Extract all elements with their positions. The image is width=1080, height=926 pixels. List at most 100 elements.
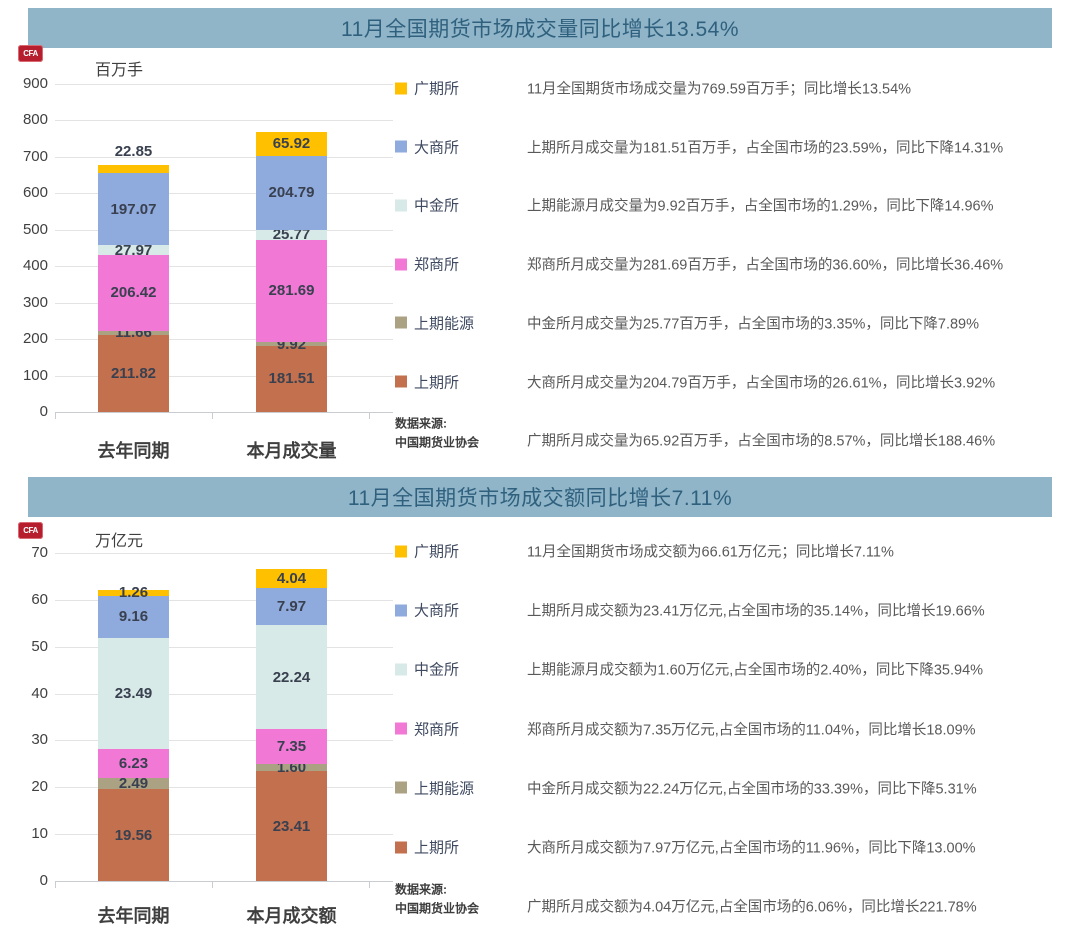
legend-item-上期能源: 上期能源 xyxy=(395,777,527,798)
y-tick-label: 30 xyxy=(31,731,48,749)
data-source-note: 数据来源: 中国期货业协会 xyxy=(395,881,527,918)
narrative-text: 中金所月成交量为25.77百万手，占全国市场的3.35%，同比下降7.89% xyxy=(527,316,980,333)
gridline xyxy=(55,120,393,122)
info-row: 中金所 上期能源月成交量为9.92百万手，占全国市场的1.29%，同比下降14.9… xyxy=(395,195,994,216)
legend-label: 广期所 xyxy=(414,543,460,561)
bar-segment-郑商所 xyxy=(98,748,169,778)
legend-label: 中金所 xyxy=(414,661,460,679)
x-axis-tick xyxy=(55,881,56,888)
legend-label: 中金所 xyxy=(414,197,460,215)
turnover-unit-label: 万亿元 xyxy=(95,533,144,550)
bar-value-label: 197.07 xyxy=(110,200,157,218)
narrative-text: 郑商所月成交额为7.35万亿元,占全国市场的11.04%，同比增长18.09% xyxy=(527,722,976,739)
gridline xyxy=(55,693,393,695)
gridline xyxy=(55,229,393,231)
bar-segment-广期所 xyxy=(256,568,327,588)
legend-item-大商所: 大商所 xyxy=(395,136,527,157)
bar-segment-上期能源 xyxy=(98,330,169,335)
y-tick-label: 200 xyxy=(22,330,48,348)
narrative-text: 上期所月成交量为181.51百万手，占全国市场的23.59%，同比下降14.31… xyxy=(527,140,1004,157)
legend-slot: 上期所 xyxy=(395,371,527,392)
legend-swatch xyxy=(395,199,407,212)
x-axis-tick xyxy=(369,881,370,888)
legend-swatch xyxy=(395,663,407,676)
legend-swatch xyxy=(395,375,407,388)
narrative-text: 大商所月成交量为204.79百万手，占全国市场的26.61%，同比增长3.92% xyxy=(527,375,996,391)
legend-slot: 中金所 xyxy=(395,195,527,216)
bar-value-label: 9.16 xyxy=(118,608,149,626)
y-tick-label: 600 xyxy=(22,184,48,202)
data-source-line: 中国期货业协会 xyxy=(395,435,480,450)
bar-value-label: 7.35 xyxy=(276,738,307,756)
bar-value-label: 23.49 xyxy=(114,684,153,702)
bar-value-label: 2.49 xyxy=(118,775,149,792)
info-row: 上期所 大商所月成交额为7.97万亿元,占全国市场的11.96%，同比下降13.0… xyxy=(395,837,976,858)
legend-swatch xyxy=(395,545,407,557)
legend-slot: 大商所 xyxy=(395,600,527,621)
legend-label: 上期所 xyxy=(414,839,460,857)
bar-segment-大商所 xyxy=(98,173,169,246)
narrative-text: 11月全国期货市场成交量为769.59百万手；同比增长13.54% xyxy=(527,81,912,98)
bar-segment-上期能源 xyxy=(256,763,327,772)
narrative-text: 郑商所月成交量为281.69百万手，占全国市场的36.60%，同比增长36.46… xyxy=(527,257,1004,274)
y-tick-label: 50 xyxy=(31,637,48,655)
bar-value-label: 65.92 xyxy=(272,135,311,153)
turnover-chart-title: 11月全国期货市场成交额同比增长7.11% xyxy=(347,487,733,510)
legend-swatch xyxy=(395,258,407,271)
legend-item-广期所: 广期所 xyxy=(395,78,527,99)
gridline xyxy=(55,646,393,648)
bar-value-label: 27.97 xyxy=(114,241,153,259)
info-row: 郑商所 郑商所月成交量为281.69百万手，占全国市场的36.60%，同比增长36… xyxy=(395,254,1003,275)
gridline xyxy=(55,599,393,601)
y-tick-label: 0 xyxy=(39,403,48,420)
legend-item-上期所: 上期所 xyxy=(395,371,527,392)
data-source-line: 数据来源: xyxy=(395,882,447,897)
legend-slot: 郑商所 xyxy=(395,254,527,275)
category-label: 本月成交额 xyxy=(246,906,337,926)
legend-slot: 上期能源 xyxy=(395,312,527,333)
gridline xyxy=(55,375,393,377)
category-label: 去年同期 xyxy=(97,441,170,461)
narrative-text: 广期所月成交量为65.92百万手，占全国市场的8.57%，同比增长188.46% xyxy=(527,433,996,450)
info-row: 大商所 上期所月成交量为181.51百万手，占全国市场的23.59%，同比下降14… xyxy=(395,136,1003,157)
legend-slot: 上期能源 xyxy=(395,777,527,798)
legend-label: 大商所 xyxy=(414,602,460,620)
legend-swatch xyxy=(395,82,407,94)
y-tick-label: 40 xyxy=(31,684,48,702)
legend-swatch xyxy=(395,316,407,329)
legend-item-中金所: 中金所 xyxy=(395,659,527,680)
bar-segment-郑商所 xyxy=(256,729,327,764)
info-row: 数据来源: 中国期货业协会 广期所月成交额为4.04万亿元,占全国市场的6.06%，… xyxy=(395,883,977,925)
bar-value-label: 206.42 xyxy=(110,284,157,302)
legend-slot: 郑商所 xyxy=(395,718,527,739)
volume-chart-title: 11月全国期货市场成交量同比增长13.54% xyxy=(340,18,740,41)
turnover-title-band: 11月全国期货市场成交额同比增长7.11% xyxy=(28,477,1052,517)
info-row: 上期能源 中金所月成交量为25.77百万手，占全国市场的3.35%，同比下降7.8… xyxy=(395,312,979,333)
info-row: 广期所 11月全国期货市场成交额为66.61万亿元；同比增长7.11% xyxy=(395,541,894,562)
gridline xyxy=(55,266,393,268)
y-tick-label: 60 xyxy=(31,590,48,608)
bar-value-label: 25.77 xyxy=(272,226,311,244)
bar-value-label: 1.26 xyxy=(118,584,149,602)
bar-value-label: 19.56 xyxy=(114,826,153,844)
data-source-line: 数据来源: xyxy=(395,416,447,431)
bar-segment-上期能源 xyxy=(98,777,169,790)
gridline xyxy=(55,193,393,195)
legend-label: 郑商所 xyxy=(414,721,460,739)
x-axis-tick xyxy=(55,412,56,419)
volume-chart-section: 11月全国期货市场成交量同比增长13.54% CFA 百万手 211.82 11.… xyxy=(18,8,1052,461)
bar-segment-上期所 xyxy=(256,771,327,881)
gridline xyxy=(55,834,393,836)
legend-item-上期所: 上期所 xyxy=(395,837,527,858)
volume-unit-label: 百万手 xyxy=(95,62,144,79)
gridline xyxy=(55,156,393,158)
legend-label: 上期所 xyxy=(414,374,460,391)
volume-plot-area: 211.82 11.66 206.42 27.97 197.07 22.85 去年同期 181… xyxy=(55,84,393,461)
legend-swatch xyxy=(395,140,407,153)
legend-swatch xyxy=(395,781,407,794)
bar-segment-上期所 xyxy=(98,334,169,412)
bar-value-label: 211.82 xyxy=(110,364,157,382)
narrative-text: 11月全国期货市场成交额为66.61万亿元；同比增长7.11% xyxy=(527,544,894,561)
brand-logo-icon: CFA xyxy=(18,522,43,539)
